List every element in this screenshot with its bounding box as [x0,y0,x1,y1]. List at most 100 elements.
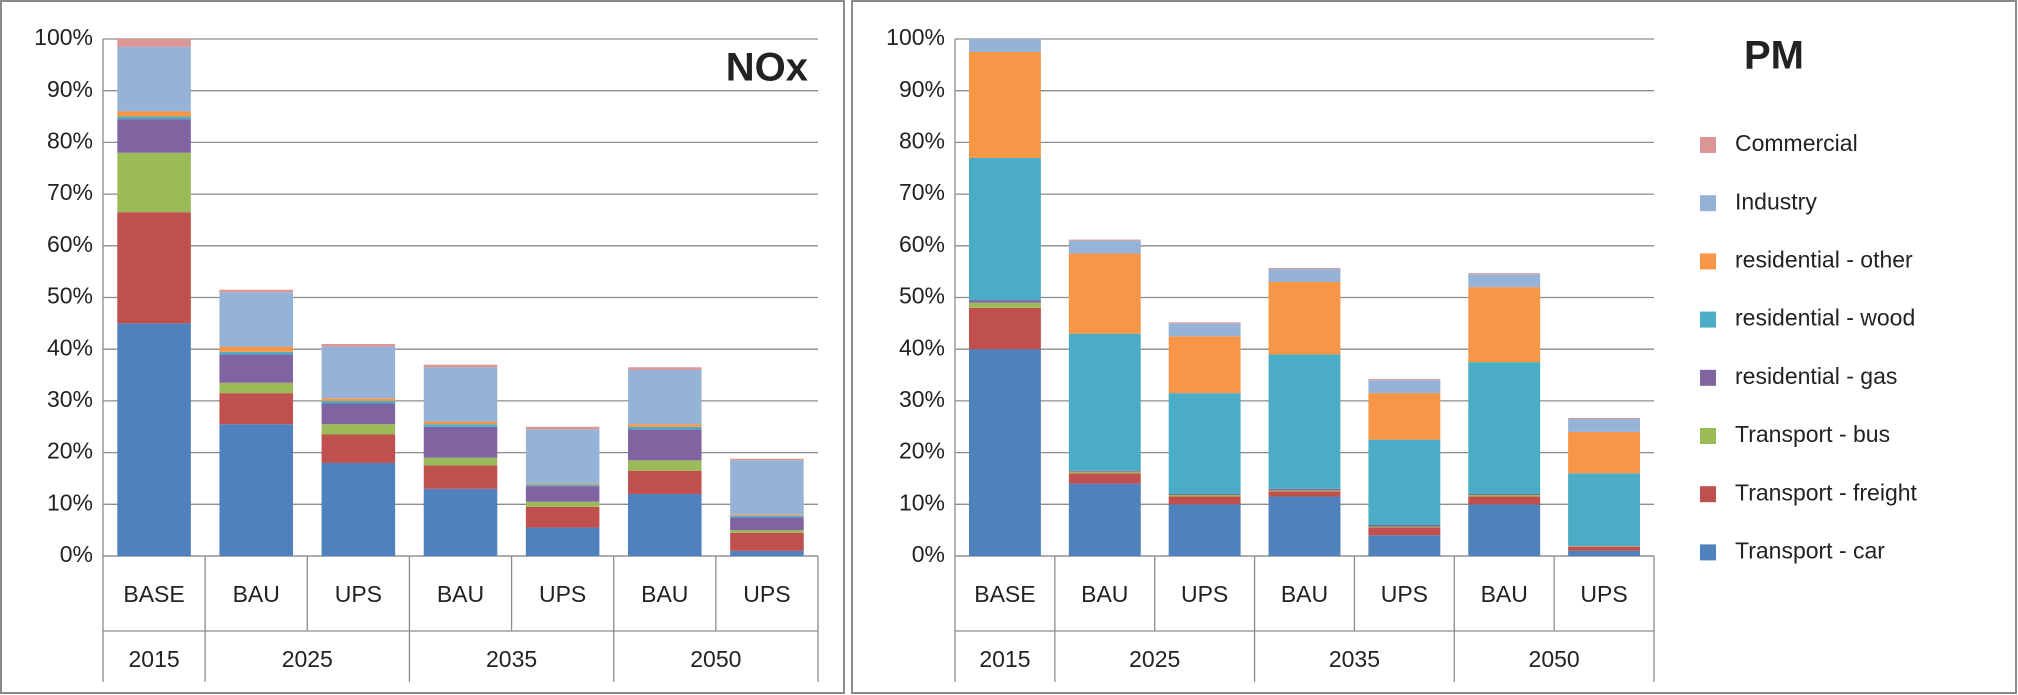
bar-segment [117,116,191,120]
legend-label: Commercial [1735,130,1858,156]
legend-swatch [1700,544,1716,561]
y-tick-label: 20% [47,438,93,464]
bar-segment [423,465,498,489]
bar-segment [1268,269,1341,282]
x-tick-label: UPS [1381,581,1428,607]
bar-segment [1568,545,1641,547]
bar-segment [628,367,702,370]
y-tick-label: 30% [47,386,93,412]
bar-segment [117,212,191,324]
bar-segment [1368,393,1441,440]
y-tick-label: 100% [34,24,93,50]
y-tick-label: 0% [60,541,93,567]
bar-segment [1268,281,1341,355]
bar-segment [1068,240,1141,254]
bar-segment [1568,546,1641,547]
x-tick-label: BAU [1281,581,1328,607]
bar-segment [423,421,498,425]
bar-segment [1468,493,1541,495]
bar-segment [730,517,804,531]
bar-segment [117,152,191,213]
bar-segment [628,470,702,494]
bar-segment [1368,524,1441,527]
legend-swatch [1700,137,1716,153]
bar-segment [219,382,293,394]
bar-segment [968,349,1041,556]
bar-segment [525,429,600,484]
bar-segment [1068,471,1141,474]
bar-segment [1468,287,1541,363]
bar-segment [1168,393,1241,494]
bar-segment [730,515,804,518]
bar-segment [730,530,804,533]
x-tick-label: BASE [123,581,184,607]
bar-segment [1368,439,1441,525]
bar-segment [321,424,396,435]
bar-segment [423,364,498,368]
bar-segment [525,486,600,502]
legend-swatch [1700,311,1716,328]
bar-segment [1068,239,1141,241]
y-tick-label: 60% [47,231,93,257]
x-group-label: 2035 [486,646,537,672]
bar-segment [968,39,1041,52]
bar-segment [1168,493,1241,495]
legend-label: Industry [1735,188,1817,214]
bar-segment [730,532,804,551]
x-tick-label: UPS [539,581,586,607]
bar-segment [1168,496,1241,505]
bar-segment [219,393,293,425]
y-tick-label: 100% [886,24,945,50]
bar-segment [423,424,498,427]
bar-segment [628,493,702,556]
bar-segment [1568,418,1641,432]
bar-segment [423,488,498,556]
x-tick-label: BASE [974,581,1035,607]
bar-segment [219,351,293,355]
x-tick-label: BAU [233,581,280,607]
y-tick-label: 30% [899,386,945,412]
bar-segment [219,292,293,347]
bar-segment [321,344,396,347]
bar-segment [1368,527,1441,536]
bar-segment [117,39,191,47]
x-tick-label: BAU [1481,581,1528,607]
bar-segment [730,460,804,515]
bar-segment [1268,354,1341,489]
bar-segment [525,527,600,556]
bar-segment [1168,323,1241,337]
bar-segment [628,426,702,430]
bar-segment [1368,526,1441,528]
bar-segment [1268,491,1341,497]
bar-segment [321,400,396,404]
bar-segment [968,302,1041,308]
bar-segment [321,398,396,401]
bar-segment [1268,268,1341,270]
y-tick-label: 10% [47,489,93,515]
y-tick-label: 90% [899,76,945,102]
legend-label: residential - other [1735,246,1913,272]
legend-label: Transport - bus [1735,421,1890,447]
bar-segment [730,550,804,556]
legend-label: Transport - freight [1735,479,1918,505]
bar-segment [1368,535,1441,556]
y-tick-label: 40% [47,334,93,360]
bar-segment [423,457,498,466]
bar-segment [117,119,191,153]
bar-segment [1468,362,1541,494]
x-group-label: 2035 [1329,646,1380,672]
y-tick-label: 70% [899,179,945,205]
bar-segment [525,506,600,528]
bar-segment [1568,431,1641,474]
x-tick-label: BAU [1081,581,1128,607]
bar-segment [628,369,702,425]
chart-title: NOx [726,46,808,90]
bar-segment [968,307,1041,350]
bar-segment [1168,322,1241,324]
bar-segment [628,424,702,427]
x-group-label: 2025 [282,646,333,672]
y-tick-label: 80% [899,127,945,153]
bar-segment [1468,273,1541,275]
bar-segment [1068,473,1141,484]
bar-segment [1368,380,1441,394]
